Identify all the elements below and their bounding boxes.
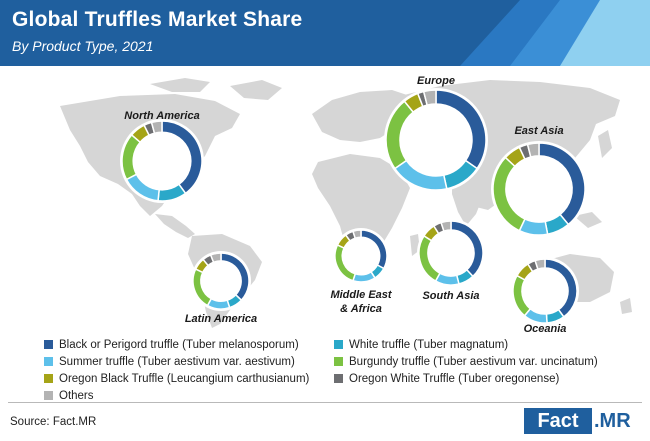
logo-fact-text: Fact [524,408,592,434]
legend-item-black-truffle: Black or Perigord truffle (Tuber melanos… [44,339,299,351]
legend-swatch [44,357,53,366]
donut-middle-east-africa: Middle East & Africa [330,228,393,315]
donut-north-america: North America [120,110,204,203]
legend-label: Burgundy truffle (Tuber aestivum var. un… [349,356,598,368]
chart-title: Global Truffles Market Share [12,8,303,31]
legend-label: Others [59,390,94,402]
region-label-middle-east-africa: Middle East [330,289,392,301]
factmr-logo: Fact .MR [524,408,642,434]
legend-swatch [44,391,53,400]
region-label-europe: Europe [417,75,455,87]
legend-item-oregon-white-truffle: Oregon White Truffle (Tuber oregonense) [334,373,559,385]
slice-europe-6 [422,89,437,107]
region-label-north-america: North America [124,110,199,122]
legend-item-oregon-black-truffle: Oregon Black Truffle (Leucangium carthus… [44,373,309,385]
legend-swatch [44,340,53,349]
legend-label: White truffle (Tuber magnatum) [349,339,509,351]
chart-subtitle: By Product Type, 2021 [12,38,154,54]
region-label-east-asia: East Asia [514,125,563,137]
legend-label: Summer truffle (Tuber aestivum var. aest… [59,356,295,368]
legend-item-others: Others [44,390,94,402]
region-label-middle-east-africa: & Africa [340,303,382,315]
region-label-oceania: Oceania [524,323,567,335]
legend-item-burgundy-truffle: Burgundy truffle (Tuber aestivum var. un… [334,356,598,368]
legend-item-summer-truffle: Summer truffle (Tuber aestivum var. aest… [44,356,295,368]
donut-east-asia: East Asia [491,125,587,237]
region-label-south-asia: South Asia [422,290,479,302]
footer-divider [8,402,642,403]
donut-oceania: Oceania [511,257,579,335]
slice-latin-america-6 [209,252,222,264]
donut-latin-america: Latin America [185,251,257,325]
legend-label: Oregon White Truffle (Tuber oregonense) [349,373,560,385]
legend-swatch [44,374,53,383]
slice-middle-east-africa-6 [352,229,362,240]
legend-item-white-truffle: White truffle (Tuber magnatum) [334,339,508,351]
donut-europe: Europe [384,75,488,192]
donut-south-asia: South Asia [417,219,485,302]
header-decoration [460,0,650,66]
region-label-latin-america: Latin America [185,313,257,325]
legend-swatch [334,374,343,383]
legend-swatch [334,357,343,366]
slice-oceania-6 [534,258,546,271]
logo-mr-text: .MR [594,410,631,432]
legend-label: Black or Perigord truffle (Tuber melanos… [59,339,299,351]
slice-east-asia-6 [526,142,540,158]
legend-label: Oregon Black Truffle (Leucangium carthus… [59,373,310,385]
source-note: Source: Fact.MR [10,416,97,428]
legend-swatch [334,340,343,349]
slice-north-america-6 [150,120,163,135]
header-banner: Global Truffles Market Share By Product … [0,0,650,66]
slice-south-asia-6 [440,220,452,233]
